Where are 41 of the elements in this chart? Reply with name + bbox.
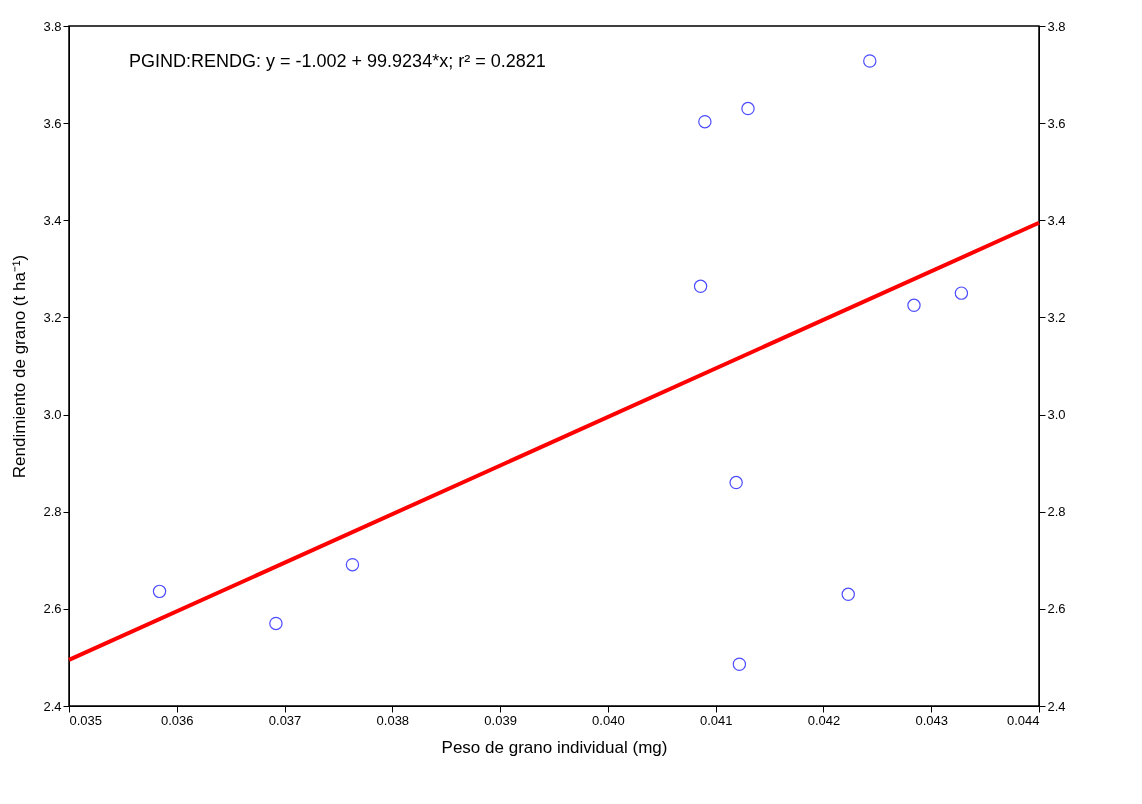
point xyxy=(741,101,755,116)
x-tick-label: 0.044 xyxy=(1006,712,1040,728)
x-tick-label: 0.036 xyxy=(161,712,194,728)
x-tick-label: 0.040 xyxy=(592,712,625,728)
y-tick-label: 3.4 xyxy=(43,212,62,228)
point xyxy=(863,54,877,68)
x-tick-label: 0.035 xyxy=(69,712,103,728)
y-tick-label: 2.4 xyxy=(43,698,62,714)
point xyxy=(841,587,855,601)
x-axis-title: Peso de grano individual (mg) xyxy=(441,737,668,757)
x-tick-label: 0.042 xyxy=(807,712,841,728)
point xyxy=(729,475,743,490)
point xyxy=(907,298,921,312)
point xyxy=(152,584,167,599)
y2-tick-label: 2.8 xyxy=(1047,504,1066,520)
y-axis-title: Rendimiento de grano (t ha⁻¹) xyxy=(10,254,30,479)
x-tick-label: 0.038 xyxy=(376,712,410,728)
y2-tick-label: 3.6 xyxy=(1047,115,1066,131)
point xyxy=(269,616,283,631)
y2-tick-label: 2.4 xyxy=(1047,698,1066,714)
y-tick-label: 3.0 xyxy=(43,407,62,423)
x-tick-label: 0.041 xyxy=(699,712,733,728)
y-tick-label: 2.8 xyxy=(43,504,62,520)
y-tick-label: 3.8 xyxy=(43,18,62,34)
y2-tick-label: 3.4 xyxy=(1047,212,1066,228)
point xyxy=(732,657,747,671)
y2-tick-label: 3.2 xyxy=(1047,309,1066,325)
y-tick-label: 3.6 xyxy=(43,115,62,131)
y-tick-label: 2.6 xyxy=(43,601,62,617)
annotation: PGIND:RENDG: y = -1.002 + 99.9234*x; r² = 0.2821 xyxy=(129,51,546,71)
point xyxy=(954,286,969,300)
point xyxy=(345,557,360,572)
y2-tick-label: 3.8 xyxy=(1047,18,1066,34)
x-tick-label: 0.037 xyxy=(268,712,302,728)
y2-tick-label: 2.6 xyxy=(1047,601,1066,617)
point xyxy=(698,114,712,129)
x-tick-label: 0.039 xyxy=(484,712,517,728)
y-tick-label: 3.2 xyxy=(43,309,62,325)
x-tick-label: 0.043 xyxy=(915,712,948,728)
point xyxy=(693,279,708,294)
y2-tick-label: 3.0 xyxy=(1047,407,1066,423)
